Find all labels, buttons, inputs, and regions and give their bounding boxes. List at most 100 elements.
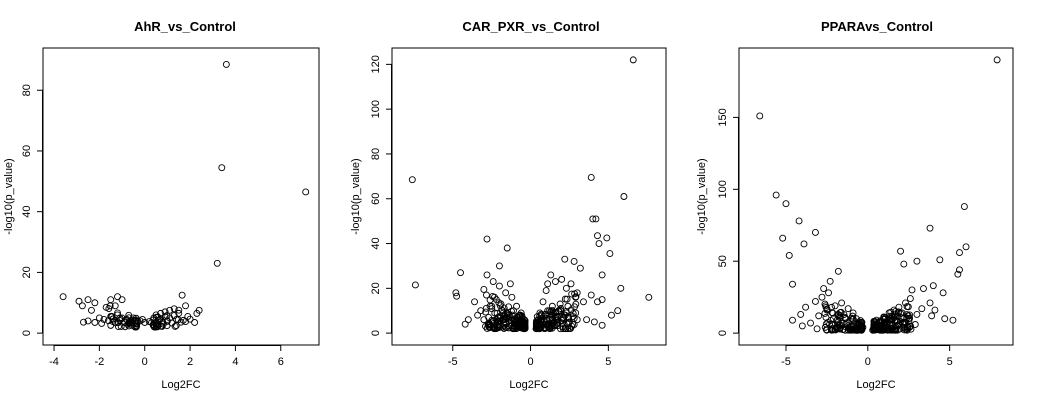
data-point (560, 311, 568, 319)
data-point (506, 280, 514, 288)
x-tick-label: 5 (947, 356, 953, 368)
data-point (594, 232, 601, 240)
data-point (554, 319, 562, 327)
chart-title: PPARAvs_Control (821, 19, 933, 34)
y-tick-label: 60 (370, 193, 382, 205)
data-point (779, 234, 787, 242)
data-point (614, 307, 622, 315)
data-point (901, 319, 909, 326)
data-point (887, 326, 894, 334)
data-point (906, 314, 914, 322)
data-point (900, 326, 908, 334)
data-point (544, 280, 552, 288)
data-point (178, 291, 186, 299)
data-point (558, 275, 566, 283)
data-point (540, 313, 548, 320)
data-point (598, 296, 606, 303)
data-point (835, 313, 843, 321)
data-point (515, 321, 523, 329)
data-point (918, 305, 926, 313)
data-point (789, 280, 796, 288)
data-point (906, 295, 914, 303)
data-point (213, 259, 221, 267)
data-point (900, 260, 908, 268)
data-point (828, 309, 836, 317)
data-point (563, 320, 571, 328)
data-point (926, 299, 934, 307)
data-point (132, 323, 140, 331)
data-point (956, 249, 963, 257)
data-point (797, 310, 805, 318)
data-point (818, 293, 826, 301)
data-point (598, 321, 606, 329)
data-point (186, 315, 194, 323)
data-point (471, 298, 478, 306)
data-point (87, 306, 95, 314)
data-point (91, 319, 99, 326)
data-point (163, 312, 171, 320)
data-point (870, 326, 878, 334)
data-point (502, 289, 510, 297)
data-point (567, 325, 574, 333)
x-axis-label: Log2FC (161, 379, 200, 391)
data-point (457, 269, 464, 277)
data-point (595, 240, 603, 247)
data-point (891, 318, 899, 325)
data-point (813, 325, 821, 333)
data-point (78, 302, 86, 310)
data-point (542, 311, 550, 319)
data-point (166, 306, 174, 314)
data-point (107, 321, 115, 329)
data-point (589, 215, 597, 223)
data-point (495, 282, 503, 290)
data-point (519, 323, 527, 331)
data-point (572, 300, 580, 308)
data-point (91, 299, 99, 307)
data-point (488, 302, 496, 310)
data-point (154, 313, 162, 321)
data-point (569, 310, 577, 318)
y-tick-label: 120 (370, 55, 382, 73)
data-point (928, 312, 936, 320)
data-point (836, 321, 844, 329)
data-point (894, 308, 902, 316)
data-point (550, 318, 558, 326)
data-point (908, 286, 916, 294)
data-point (222, 60, 230, 68)
data-point (587, 291, 595, 299)
data-point (114, 319, 122, 327)
data-point (569, 313, 577, 321)
y-tick-label: 40 (370, 237, 382, 249)
data-point (562, 284, 570, 292)
data-point (508, 293, 516, 301)
data-point (483, 271, 491, 279)
data-point (831, 325, 839, 333)
data-point (75, 297, 83, 305)
data-point (503, 244, 511, 252)
data-point (496, 302, 504, 310)
data-point (80, 318, 87, 326)
data-point (482, 308, 490, 316)
data-point (828, 320, 836, 328)
data-point (547, 319, 555, 327)
data-point (561, 295, 569, 303)
data-point (132, 316, 140, 324)
data-point (920, 285, 927, 292)
data-point (59, 293, 67, 301)
data-point (795, 217, 803, 225)
data-point (798, 322, 806, 330)
data-point (490, 317, 498, 325)
data-point (506, 313, 514, 320)
x-axis-label: Log2FC (856, 379, 895, 391)
data-point (844, 305, 852, 313)
data-point (483, 235, 491, 243)
data-point (111, 302, 119, 310)
data-point (123, 316, 131, 324)
data-point (608, 311, 615, 319)
x-axis-label: Log2FC (509, 379, 548, 391)
data-point (494, 323, 502, 330)
data-point (845, 324, 853, 332)
data-point (159, 320, 167, 328)
data-point (486, 296, 494, 304)
